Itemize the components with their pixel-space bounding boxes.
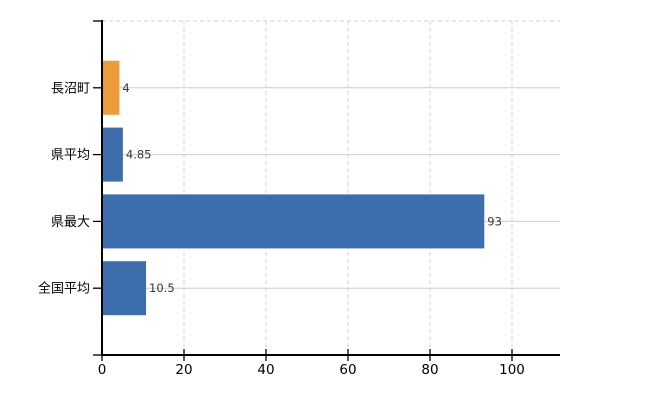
category-label: 県最大 xyxy=(51,215,90,230)
value-label: 93 xyxy=(487,214,502,228)
x-tick-label: 60 xyxy=(339,362,356,378)
value-label: 10.5 xyxy=(149,281,175,295)
value-label: 4 xyxy=(122,81,129,95)
bar xyxy=(103,261,147,316)
bar xyxy=(103,127,123,182)
category-label: 県平均 xyxy=(51,148,90,163)
x-tick-label: 20 xyxy=(175,362,192,378)
x-tick-label: 80 xyxy=(421,362,438,378)
bar xyxy=(103,194,485,249)
x-tick-label: 0 xyxy=(98,362,107,378)
category-label: 長沼町 xyxy=(51,81,90,96)
category-label: 全国平均 xyxy=(38,281,90,297)
value-label: 4.85 xyxy=(126,148,152,162)
x-tick-label: 100 xyxy=(499,362,525,378)
bar xyxy=(103,60,120,115)
x-tick-label: 40 xyxy=(257,362,274,378)
